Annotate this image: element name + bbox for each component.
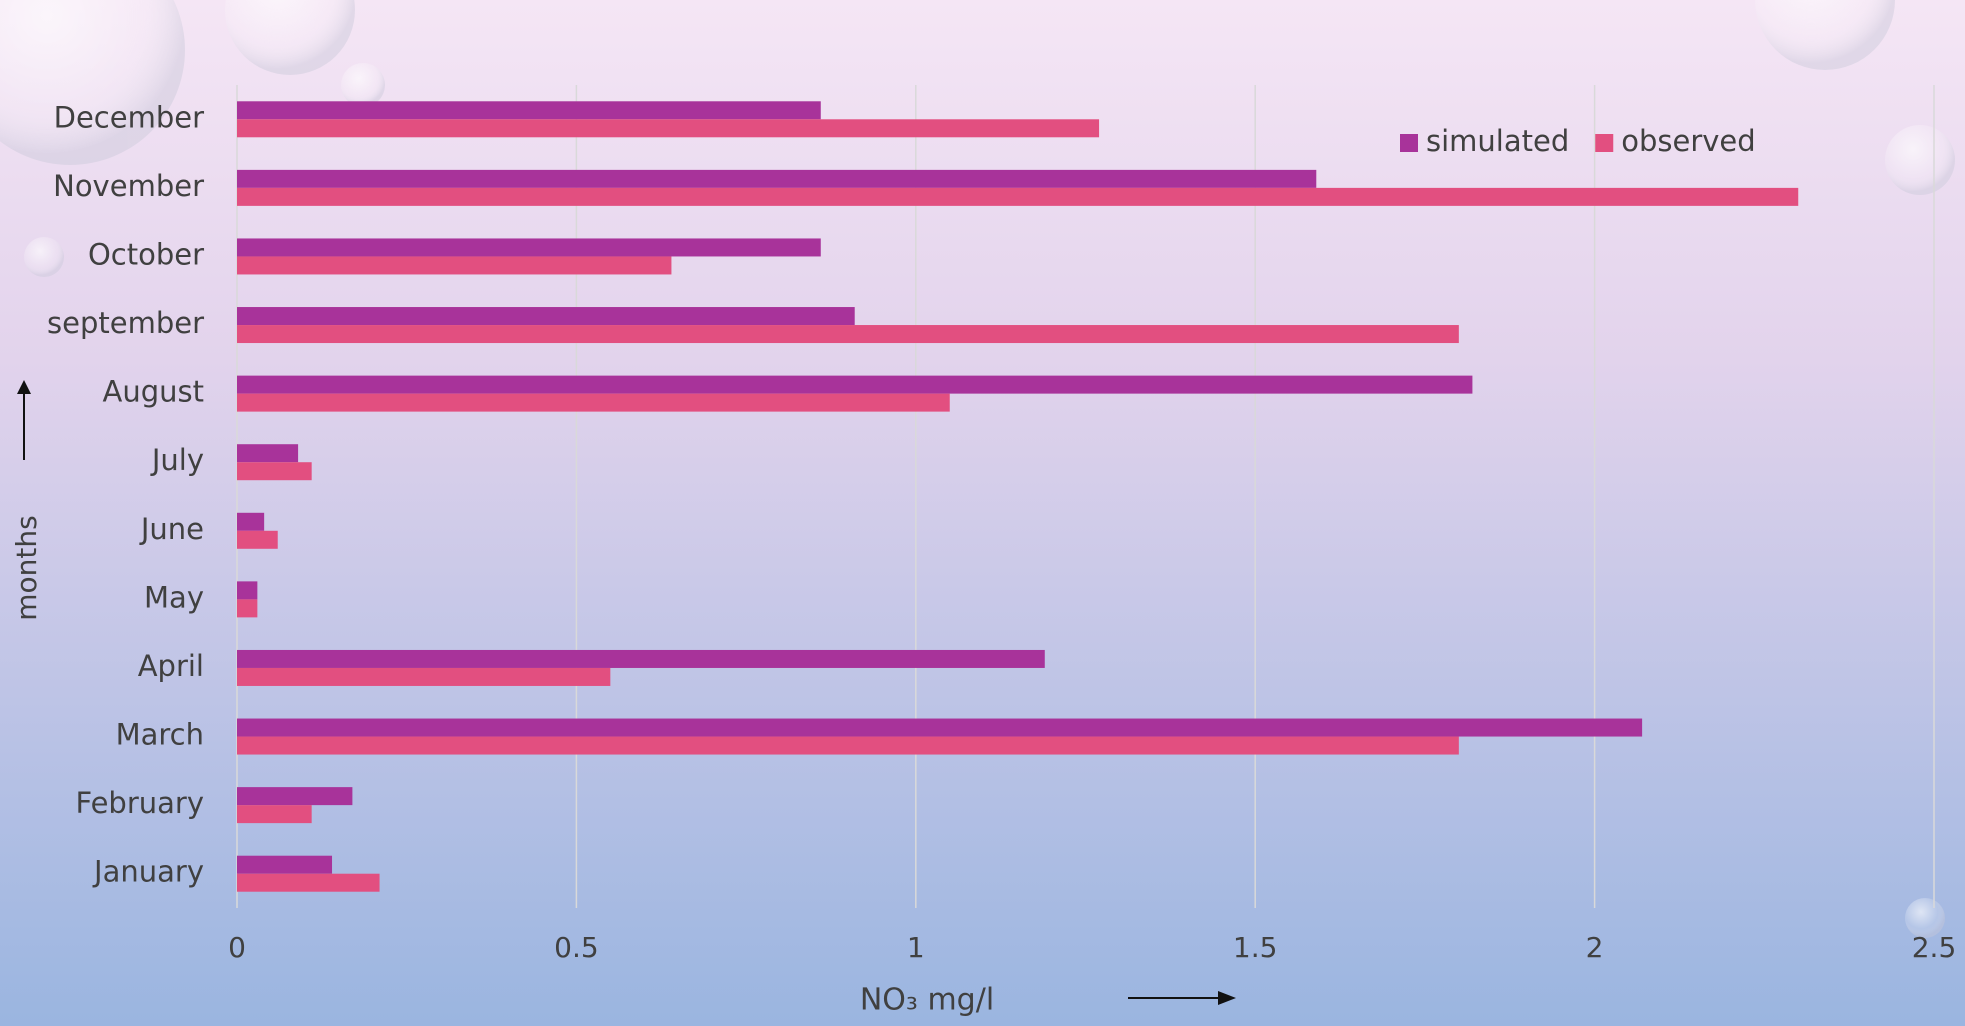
bar [237, 170, 1316, 188]
y-tick-label: August [103, 375, 205, 409]
y-label: months [10, 515, 43, 620]
bar [237, 581, 257, 599]
legend-swatch [1595, 134, 1613, 152]
y-tick-label: January [92, 855, 204, 889]
bar [237, 599, 257, 617]
bar [237, 101, 821, 119]
bar [237, 650, 1045, 668]
x-tick-label: 2 [1586, 931, 1604, 964]
y-tick-label: November [53, 169, 204, 203]
x-tick-label: 0 [228, 931, 246, 964]
bar [237, 531, 278, 549]
bar [237, 119, 1099, 137]
bar [237, 874, 380, 892]
y-tick-label: April [138, 649, 204, 683]
x-tick-label: 2.5 [1912, 931, 1957, 964]
bar [237, 325, 1459, 343]
bar [237, 444, 298, 462]
y-tick-label: May [144, 580, 204, 614]
x-label: NO₃ mg/l [860, 983, 994, 1018]
x-tick-label: 1 [907, 931, 925, 964]
y-tick-label: March [116, 718, 204, 752]
bar [237, 805, 312, 823]
bar [237, 462, 312, 480]
bar [237, 513, 264, 531]
legend-label: simulated [1426, 124, 1569, 158]
bar [237, 376, 1472, 394]
x-tick-label: 0.5 [554, 931, 599, 964]
bar [237, 668, 610, 686]
bar [237, 256, 671, 274]
bar [237, 787, 352, 805]
y-tick-label: October [88, 237, 204, 271]
legend-swatch [1400, 134, 1418, 152]
y-tick-label: July [150, 443, 204, 477]
bar [237, 188, 1798, 206]
bar [237, 394, 950, 412]
y-tick-label: December [54, 100, 204, 134]
y-tick-label: June [139, 512, 204, 546]
chart: months NO₃ mg/l 0 0.5 1 1.5 2 2.5 January Febru… [0, 0, 1965, 1026]
y-tick-label: september [47, 306, 204, 340]
bar [237, 719, 1642, 737]
page: months NO₃ mg/l 0 0.5 1 1.5 2 2.5 January Febru… [0, 0, 1965, 1026]
bar [237, 238, 821, 256]
y-tick-label: February [75, 786, 204, 820]
x-tick-label: 1.5 [1233, 931, 1278, 964]
bar [237, 307, 855, 325]
bar [237, 856, 332, 874]
legend-label: observed [1621, 124, 1755, 158]
bar [237, 737, 1459, 755]
